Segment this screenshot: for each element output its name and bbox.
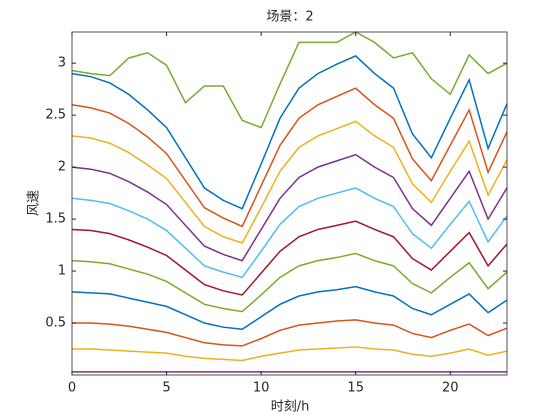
series-line	[71, 153, 508, 262]
series-line	[71, 31, 508, 129]
axes-box	[71, 31, 508, 376]
y-tick-label: 0.5	[45, 316, 66, 331]
series-line	[71, 220, 508, 296]
y-tick-label: 1	[58, 264, 66, 279]
y-tick-label: 1.5	[45, 212, 66, 227]
y-axis-label: 风速	[27, 190, 42, 216]
x-tick-label: 5	[162, 381, 170, 396]
series-line	[72, 346, 508, 362]
x-tick-label: 20	[442, 381, 459, 396]
x-tick-label: 15	[347, 381, 364, 396]
series-line	[71, 285, 508, 331]
y-tick-label: 2.5	[45, 108, 66, 123]
x-tick-label: 10	[253, 381, 270, 396]
chart-title: 场景：2	[266, 10, 313, 25]
plot-area	[71, 31, 508, 373]
series-line	[71, 252, 508, 313]
series-line	[71, 120, 508, 244]
x-axis-label: 时刻/h	[271, 400, 310, 415]
series-line	[71, 87, 508, 228]
y-tick-label: 2	[58, 160, 66, 175]
y-tick-label: 3	[58, 56, 66, 71]
series-line	[71, 187, 508, 279]
series-line	[71, 55, 508, 210]
series-line	[72, 319, 508, 347]
x-tick-label: 0	[68, 381, 76, 396]
